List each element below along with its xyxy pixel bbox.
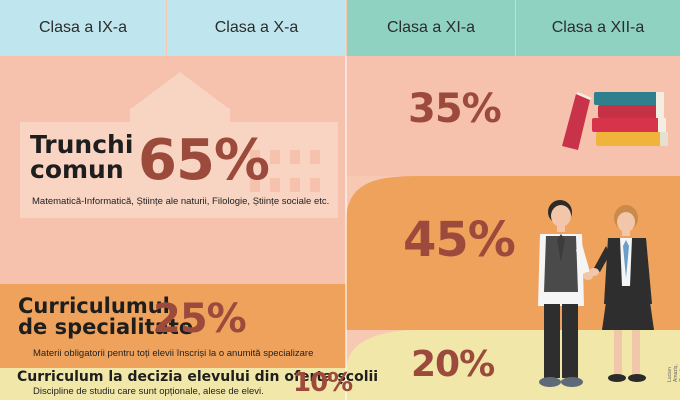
header-label: Clasa a XI-a [386, 19, 476, 36]
header-clasa-xi: Clasa a XI-a [347, 0, 515, 56]
header-clasa-ix: Clasa a IX-a [0, 0, 166, 56]
upper-percent-20: 20% [411, 344, 495, 385]
specialitate-title-line2: de specialitate [18, 315, 194, 339]
specialitate-title-line1: Curriculumul [18, 294, 170, 318]
students-illustration [538, 200, 654, 387]
trunchi-percent: 65% [138, 128, 270, 193]
header-clasa-xii: Clasa a XII-a [516, 0, 680, 56]
decizia-title: Curriculum la decizia elevului din ofert… [17, 369, 379, 385]
decizia-description: Discipline de studiu care sunt opționale… [33, 386, 264, 397]
header-label: Clasa a X-a [214, 19, 299, 36]
specialitate-percent: 25% [153, 296, 247, 342]
specialitate-description: Materii obligatorii pentru toți elevii î… [33, 348, 314, 359]
upper-percent-35: 35% [408, 86, 502, 132]
specialitate-title: Curriculumul de specialitate [18, 296, 193, 338]
header-label: Clasa a XII-a [551, 19, 645, 36]
books-illustration [562, 92, 668, 150]
trunchi-title-line2: comun [30, 155, 124, 184]
upper-percent-45: 45% [403, 212, 516, 268]
image-credit: Lucian Amaziș, Ziarul de Iași [667, 364, 680, 382]
header-clasa-x: Clasa a X-a [167, 0, 346, 56]
trunchi-title: Trunchi comun [30, 132, 133, 182]
header-label: Clasa a IX-a [38, 19, 128, 36]
decizia-percent: 10% [293, 368, 353, 398]
trunchi-description: Matematică-Informatică, Științe ale natu… [32, 196, 330, 207]
trunchi-title-line1: Trunchi [30, 130, 134, 159]
